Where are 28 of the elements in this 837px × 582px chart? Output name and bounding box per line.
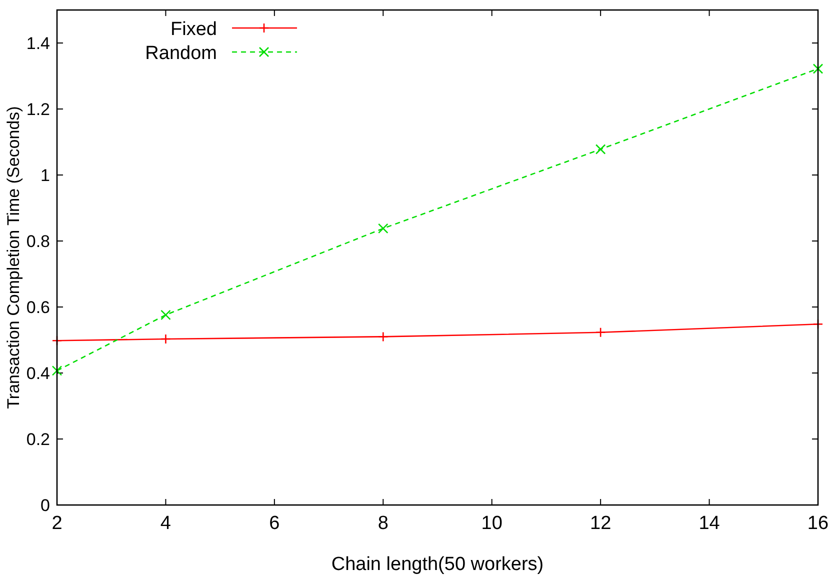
x-tick-label: 2: [52, 513, 62, 534]
legend-label: Random: [145, 43, 217, 64]
x-tick-label: 4: [160, 513, 172, 534]
y-tick-label: 1.2: [26, 100, 50, 119]
y-tick-label: 0.2: [26, 430, 50, 449]
y-axis-title: Transaction Completion Time (Seconds): [4, 106, 23, 409]
point: [378, 332, 388, 342]
y-tick-label: 0: [40, 496, 50, 515]
y-tick-label: 1: [40, 166, 50, 185]
x-tick-label: 14: [698, 513, 720, 534]
point: [378, 223, 388, 234]
point: [595, 144, 606, 154]
point: [595, 327, 606, 338]
x-tick-label: 12: [590, 513, 612, 534]
point: [160, 310, 171, 320]
x-tick-label: 10: [481, 513, 502, 534]
y-tick-label: 0.4: [26, 364, 50, 383]
x-tick-label: 16: [807, 513, 829, 534]
x-tick-label: 6: [269, 513, 280, 534]
point: [52, 366, 62, 376]
x-tick-label: 8: [378, 513, 388, 534]
legend-label: Fixed: [170, 19, 217, 40]
y-tick-label: 0.8: [26, 232, 50, 251]
y-tick-label: 1.4: [26, 34, 50, 53]
y-tick-label: 0.6: [26, 298, 50, 317]
point: [812, 64, 824, 74]
x-axis-title: Chain length(50 workers): [331, 554, 544, 575]
point: [160, 334, 171, 344]
